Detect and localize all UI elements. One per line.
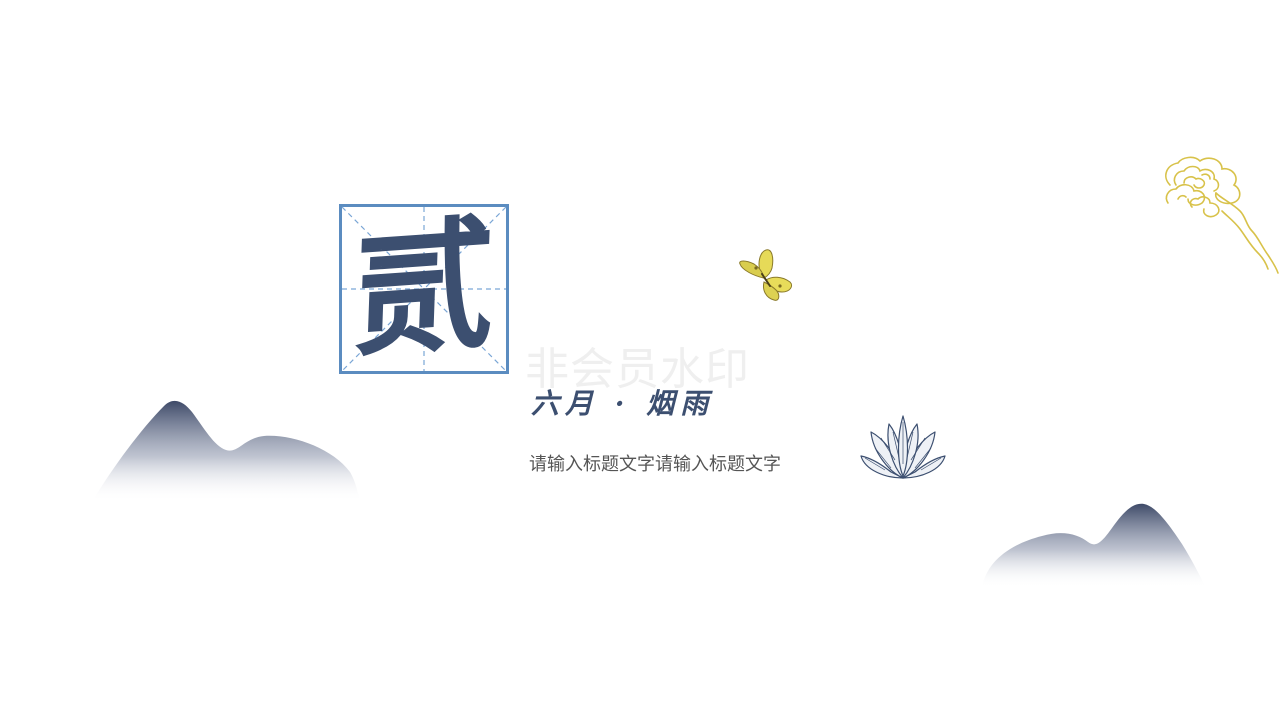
auspicious-cloud-icon bbox=[1162, 155, 1280, 282]
chapter-character-box: 贰 bbox=[339, 201, 509, 377]
chapter-character: 贰 bbox=[350, 200, 498, 378]
tianzige-grid-icon bbox=[339, 204, 509, 374]
slide-subtitle[interactable]: 六月 · 烟雨 bbox=[531, 387, 715, 420]
slide-body-text[interactable]: 请输入标题文字请输入标题文字 bbox=[529, 454, 781, 475]
left-mountain-icon bbox=[92, 398, 362, 508]
right-mountain-icon bbox=[980, 500, 1210, 595]
watermark-text: 非会员水印 bbox=[525, 344, 750, 395]
butterfly-icon bbox=[736, 246, 796, 309]
lotus-icon bbox=[855, 408, 951, 489]
